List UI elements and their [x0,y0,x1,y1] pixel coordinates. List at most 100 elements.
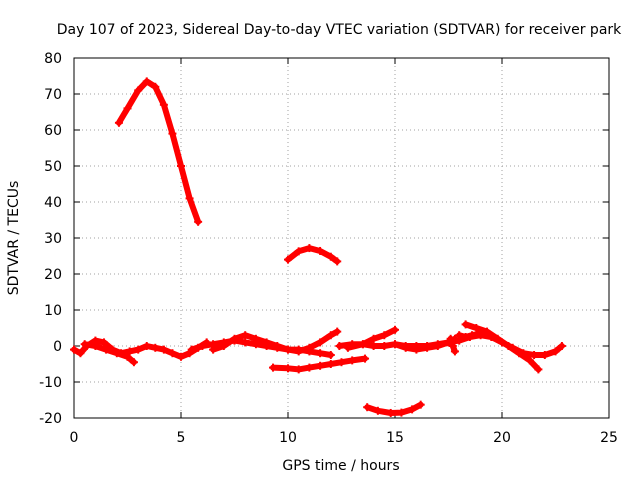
data-point [185,194,194,203]
x-axis-label: GPS time / hours [282,458,399,474]
data-point [273,342,282,350]
data-point [305,244,314,253]
data-point [455,331,464,340]
data-point [551,347,560,356]
data-point [129,358,138,367]
data-point [294,247,303,256]
data-point [151,82,160,91]
series-arc-5 [80,340,138,367]
data-point [316,338,325,347]
data-point [416,400,425,409]
data-point [114,118,123,127]
data-point [361,354,370,363]
data-point [525,356,534,365]
data-point [159,345,168,354]
y-tick-label: 60 [44,123,62,139]
data-point [209,345,218,354]
data-point [369,334,378,343]
y-tick-label: 80 [44,51,62,67]
x-tick-label: 25 [600,430,618,446]
data-point [326,331,335,340]
y-tick-label: 10 [44,303,62,319]
data-point [142,342,151,350]
data-point [461,320,470,329]
data-point [433,342,442,350]
data-point [76,349,85,358]
data-point [423,343,432,352]
data-point [386,408,395,417]
y-tick-label: 0 [53,339,62,355]
data-point [348,356,357,365]
y-tick-label: -10 [39,375,62,391]
series-arc-1 [114,77,203,226]
data-point [134,345,143,354]
data-point [461,333,470,341]
data-point [326,360,335,368]
data-point [333,327,342,336]
data-point [333,257,342,266]
data-point [450,347,459,356]
data-point [380,342,389,350]
data-point [251,334,260,343]
series-arc-13 [455,329,485,341]
data-point [284,345,292,354]
data-point [91,342,100,350]
data-point [305,343,314,352]
data-point [373,406,382,415]
series-arc-8 [269,354,370,374]
data-point [219,342,228,350]
data-point [99,338,108,347]
data-point [151,343,160,352]
data-point [540,351,549,359]
data-point [534,365,543,374]
data-point [476,329,485,338]
data-point [198,342,207,350]
data-point [397,408,406,417]
series-arc-14 [446,334,459,356]
data-point [80,340,89,349]
data-point [269,363,278,372]
y-axis-label: SDTVAR / TECUs [6,181,22,296]
series-layer [70,77,566,417]
data-point [294,365,303,374]
data-point [515,349,524,358]
data-point [305,363,314,372]
data-point [335,342,344,350]
y-tick-label: 50 [44,159,62,175]
x-tick-label: 10 [279,430,297,446]
data-point [343,343,352,352]
data-point [483,327,492,336]
data-point [412,345,421,354]
data-point [177,352,185,361]
y-tick-label: 30 [44,231,62,247]
chart-title: Day 107 of 2023, Sidereal Day-to-day VTE… [57,22,622,38]
data-point [230,334,239,343]
series-arc-10 [343,325,399,352]
data-point [241,331,250,340]
tick-layer: 0 5 10 15 20 25 -20 -10 0 10 20 30 40 50 60 70 80 [39,51,618,446]
data-point [337,358,346,367]
data-point [369,342,378,350]
x-tick-label: 20 [493,430,511,446]
data-point [125,347,134,356]
data-point [134,86,143,95]
data-point [316,349,325,358]
x-tick-label: 5 [177,430,186,446]
data-point [70,345,78,354]
data-point [294,347,303,356]
data-point [557,342,566,350]
data-point [194,217,203,226]
data-point [123,352,132,361]
data-point [177,162,185,170]
data-point [530,351,539,359]
data-point [326,351,335,359]
data-point [284,255,292,264]
data-point [380,331,389,340]
data-point [391,340,399,349]
data-point [112,349,121,358]
y-tick-label: 20 [44,267,62,283]
data-point [187,345,196,354]
data-point [358,340,367,349]
data-point [262,338,271,347]
